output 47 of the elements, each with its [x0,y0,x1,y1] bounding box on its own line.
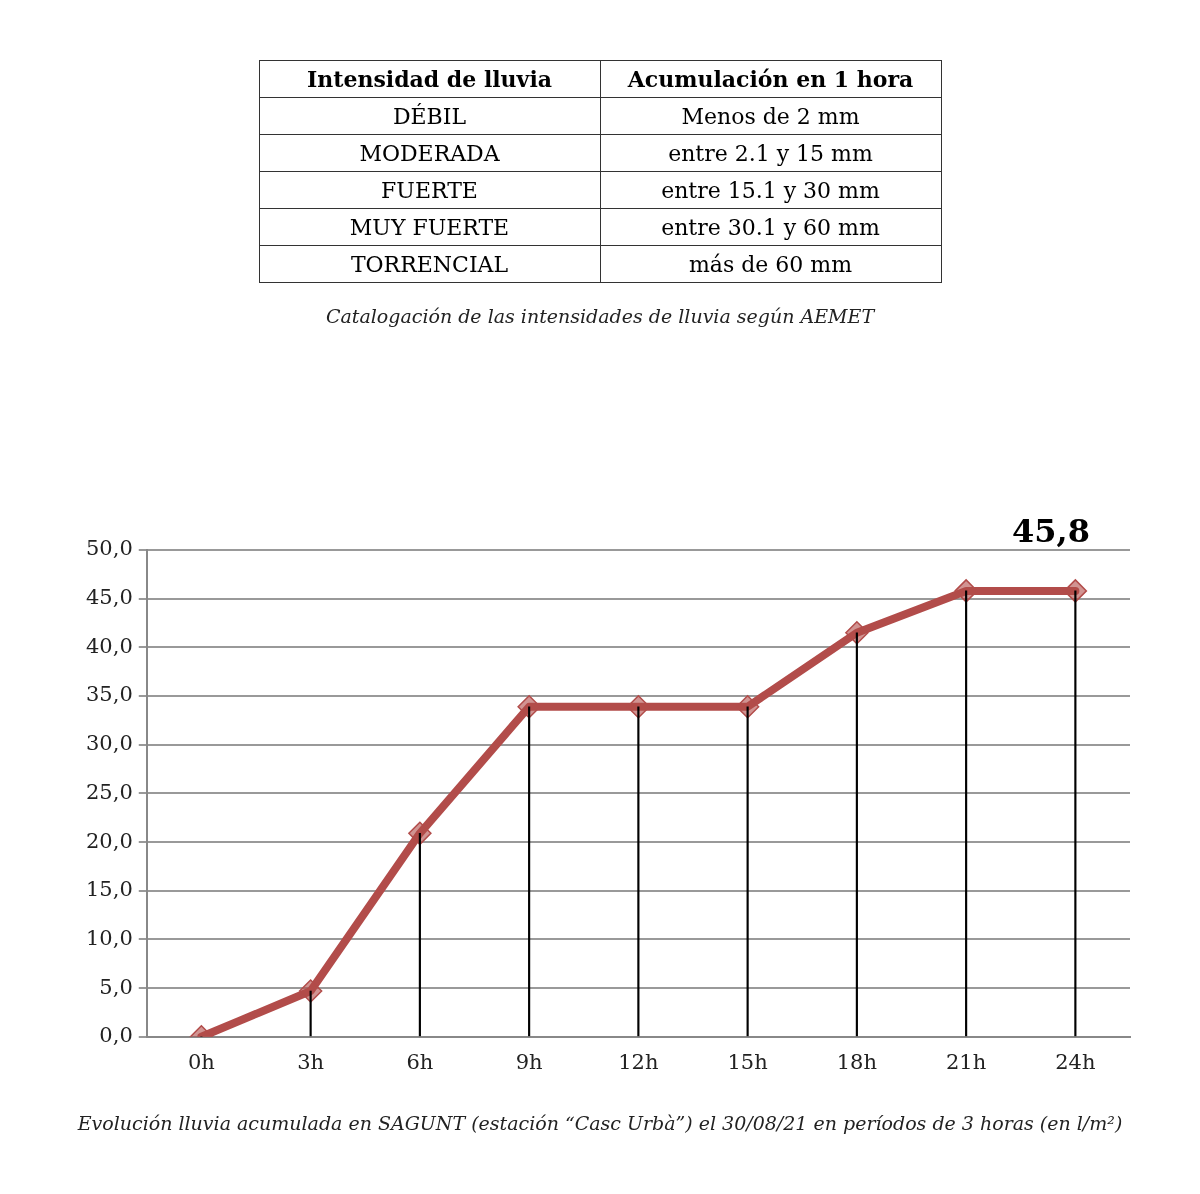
text: más de 60 mm [600,245,941,283]
text: entre 2.1 y 15 mm [600,134,941,172]
text: Acumulación en 1 hora [600,60,941,98]
point [517,695,541,719]
bar [528,706,531,1037]
y-tick-label: 5,0 [99,974,133,999]
text: TORRENCIAL [259,245,600,283]
x-tick-label: 21h [946,1049,987,1074]
bar [855,632,858,1037]
y-tick-label: 10,0 [85,925,133,950]
x-tick-label: 24h [1055,1049,1096,1074]
y-tick-label: 40,0 [85,633,133,658]
text: FUERTE [259,171,600,209]
x-tick-label: 0h [187,1049,215,1074]
text: Menos de 2 mm [600,97,941,135]
y-tick-label: 30,0 [85,731,133,756]
y-tick-label: 45,0 [85,585,133,610]
x-tick-label: 6h [406,1049,434,1074]
bar [309,990,312,1037]
x-tick-label: 15h [727,1049,768,1074]
y-tick-label: 50,0 [85,536,133,561]
text: Intensidad de lluvia [259,60,600,98]
bar [1074,590,1077,1037]
text: DÉBIL [259,97,600,135]
text: entre 15.1 y 30 mm [600,171,941,209]
y-tick-label: 25,0 [85,779,133,804]
point [408,821,432,846]
y-tick-label: 35,0 [85,682,133,707]
x-tick-label: 12h [618,1049,659,1074]
x-tick-label: 9h [515,1049,543,1074]
text: Evolución lluvia acumulada en SAGUNT (estación “Casc Urbà”) el 30/08/21 en períodos de 3 horas (en l/m²) [76,1112,1124,1134]
text: MUY FUERTE [259,208,600,246]
y-tick-label: 15,0 [85,877,133,902]
text: Catalogación de las intensidades de lluvia según AEMET [324,305,877,327]
x-tick-label: 18h [836,1049,877,1074]
text: MODERADA [259,134,600,172]
bar [637,706,640,1037]
bar [746,706,749,1037]
point [845,621,869,645]
y-tick-label: 20,0 [85,828,133,853]
text: entre 30.1 y 60 mm [600,208,941,246]
y-tick-label: 0,0 [99,1023,133,1048]
point [298,979,323,1003]
x-tick-label: 3h [297,1049,325,1074]
bar [418,832,421,1037]
annotation: 45,8 [1012,512,1090,550]
bar [965,590,968,1037]
